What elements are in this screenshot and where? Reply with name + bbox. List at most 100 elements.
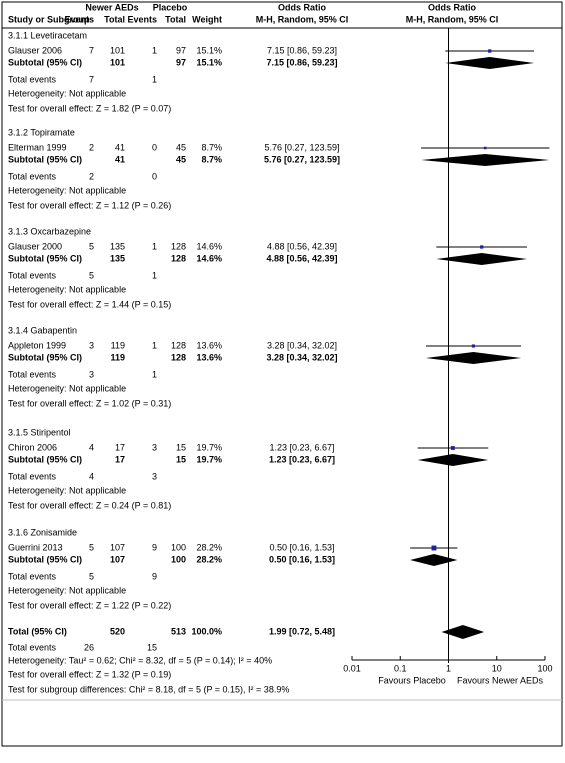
or-ci: 5.76 [0.27, 123.59] <box>264 154 340 164</box>
events1: 3 <box>89 369 94 379</box>
total2: 97 <box>176 57 186 67</box>
row-label: Subtotal (95% CI) <box>8 352 82 362</box>
group-title: 3.1.2 Topiramate <box>8 127 75 137</box>
header-group: Placebo <box>153 2 188 12</box>
diamond <box>445 57 535 69</box>
total1: 107 <box>110 554 125 564</box>
weight: 14.6% <box>196 253 222 263</box>
test: Test for subgroup differences: Chi² = 8.… <box>8 684 289 694</box>
total1: 17 <box>115 454 125 464</box>
header-col: Total <box>165 14 186 24</box>
weight: 19.7% <box>196 454 222 464</box>
heterogeneity: Heterogeneity: Tau² = 0.62; Chi² = 8.32,… <box>8 655 272 665</box>
x-tick-label: 0.1 <box>394 663 407 673</box>
row-label: Subtotal (95% CI) <box>8 454 82 464</box>
heterogeneity: Heterogeneity: Not applicable <box>8 88 126 98</box>
heterogeneity: Heterogeneity: Not applicable <box>8 185 126 195</box>
events1: 5 <box>89 241 94 251</box>
or-ci: 0.50 [0.16, 1.53] <box>269 554 335 564</box>
total2: 45 <box>176 154 186 164</box>
header-col: M-H, Random, 95% CI <box>256 14 349 24</box>
or-ci: 4.88 [0.56, 42.39] <box>267 241 337 251</box>
row-label: Total events <box>8 270 57 280</box>
row-label: Total events <box>8 642 57 652</box>
events2: 1 <box>152 45 157 55</box>
total2: 45 <box>176 142 186 152</box>
diamond <box>421 154 550 166</box>
study-name: Glauser 2000 <box>8 241 62 251</box>
total2: 128 <box>171 241 186 251</box>
total2: 100 <box>171 542 186 552</box>
or-ci: 3.28 [0.34, 32.02] <box>266 352 337 362</box>
total2: 513 <box>171 626 186 636</box>
border <box>1 1 563 747</box>
study-square <box>488 49 492 53</box>
events2: 15 <box>147 642 157 652</box>
header-col: Events <box>127 14 157 24</box>
heterogeneity: Heterogeneity: Not applicable <box>8 585 126 595</box>
total1: 101 <box>110 45 125 55</box>
weight: 100.0% <box>191 626 222 636</box>
header-col: Events <box>64 14 94 24</box>
header-col: Study or Subgroup <box>8 14 90 24</box>
test: Test for overall effect: Z = 1.22 (P = 0… <box>8 600 171 610</box>
x-label: Favours Placebo <box>378 675 446 685</box>
test: Test for overall effect: Z = 1.02 (P = 0… <box>8 398 171 408</box>
events1: 7 <box>89 74 94 84</box>
diamond <box>425 352 522 364</box>
weight: 8.7% <box>201 154 222 164</box>
row-label: Subtotal (95% CI) <box>8 154 82 164</box>
weight: 28.2% <box>196 542 222 552</box>
or-ci: 1.23 [0.23, 6.67] <box>269 442 334 452</box>
total2: 128 <box>171 340 186 350</box>
total1: 135 <box>110 241 125 251</box>
total1: 41 <box>115 142 125 152</box>
x-tick-label: 10 <box>492 663 502 673</box>
events1: 5 <box>89 270 94 280</box>
total2: 100 <box>171 554 186 564</box>
events2: 0 <box>152 142 157 152</box>
total2: 128 <box>171 352 186 362</box>
events2: 0 <box>152 171 157 181</box>
events2: 9 <box>152 542 157 552</box>
header-group: Newer AEDs <box>85 2 138 12</box>
total1: 520 <box>110 626 125 636</box>
header-col: Total <box>104 14 125 24</box>
or-ci: 1.99 [0.72, 5.48] <box>269 626 335 636</box>
row-label: Total (95% CI) <box>8 626 67 636</box>
x-tick-label: 100 <box>537 663 552 673</box>
total1: 119 <box>110 352 125 362</box>
row-label: Subtotal (95% CI) <box>8 253 82 263</box>
header-col: Weight <box>192 14 222 24</box>
or-ci: 4.88 [0.56, 42.39] <box>266 253 337 263</box>
weight: 13.6% <box>196 340 222 350</box>
weight: 19.7% <box>196 442 222 452</box>
weight: 15.1% <box>196 45 222 55</box>
or-ci: 0.50 [0.16, 1.53] <box>269 542 334 552</box>
events2: 1 <box>152 241 157 251</box>
events1: 3 <box>89 340 94 350</box>
diamond <box>417 454 489 466</box>
study-square <box>431 545 437 551</box>
study-square <box>450 446 455 450</box>
study-square <box>480 245 484 249</box>
total1: 101 <box>110 57 125 67</box>
total2: 15 <box>176 442 186 452</box>
total2: 15 <box>176 454 186 464</box>
test: Test for overall effect: Z = 0.24 (P = 0… <box>8 500 171 510</box>
study-name: Guerrini 2013 <box>8 542 63 552</box>
events2: 1 <box>152 270 157 280</box>
events1: 2 <box>89 171 94 181</box>
or-ci: 7.15 [0.86, 59.23] <box>267 45 337 55</box>
events2: 1 <box>152 369 157 379</box>
total2: 97 <box>176 45 186 55</box>
test: Test for overall effect: Z = 1.12 (P = 0… <box>8 200 171 210</box>
test: Test for overall effect: Z = 1.44 (P = 0… <box>8 299 171 309</box>
events2: 9 <box>152 571 157 581</box>
study-name: Chiron 2006 <box>8 442 57 452</box>
or-ci: 3.28 [0.34, 32.02] <box>267 340 337 350</box>
weight: 13.6% <box>196 352 222 362</box>
events2: 3 <box>152 471 157 481</box>
x-tick-label: 0.01 <box>343 663 361 673</box>
